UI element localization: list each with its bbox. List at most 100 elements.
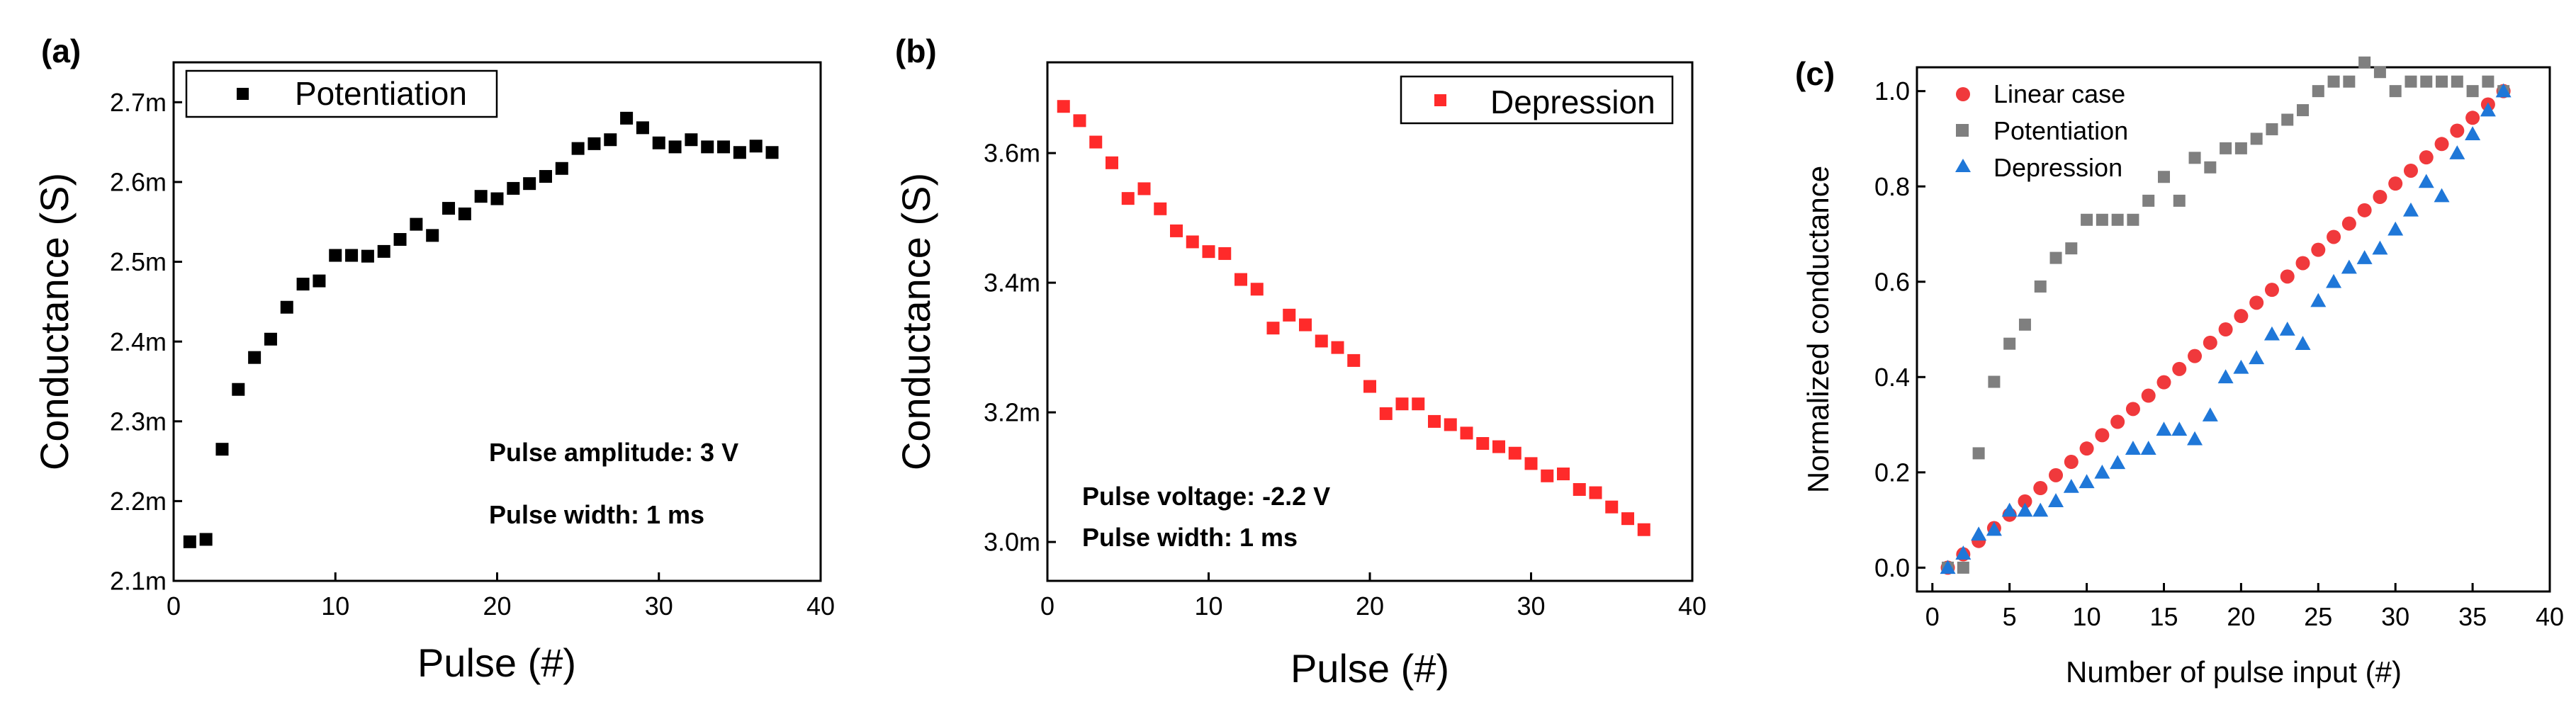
panel-a-point-potentiation [426, 229, 439, 242]
panel-a-point-potentiation [199, 533, 213, 546]
panel-a-label: (a) [41, 33, 81, 69]
panel-c-point-depression [2079, 474, 2095, 489]
panel-c-point-potentiation [2281, 113, 2294, 126]
panel-a-point-potentiation [215, 443, 229, 456]
panel-a-point-potentiation [248, 351, 261, 364]
panel-c-point-linear-case [2249, 295, 2264, 310]
panel-c-point-depression [2434, 188, 2450, 203]
panel-c-point-potentiation [2297, 104, 2310, 117]
panel-c-point-depression [2263, 326, 2280, 341]
panel-c-point-potentiation [1988, 375, 2001, 388]
panel-c-point-potentiation [2405, 75, 2417, 88]
panel-c-point-depression [2356, 250, 2373, 264]
panel-c-point-depression [2094, 464, 2110, 479]
panel-c-point-linear-case [2465, 111, 2480, 125]
panel-b-point-depression [1283, 308, 1296, 322]
panel-a-point-potentiation [490, 192, 504, 205]
panel-a-point-potentiation [280, 300, 293, 314]
panel-c-x-tick-label: 25 [2304, 602, 2332, 631]
panel-c-point-potentiation [2188, 152, 2201, 164]
panel-c-legend-marker-depression [1955, 159, 1971, 172]
panel-b-point-depression [1299, 318, 1312, 332]
panel-a-y-axis-title: Conductance (S) [32, 173, 77, 470]
panel-c-point-depression [2387, 221, 2404, 236]
panel-b-legend-label-depression: Depression [1490, 84, 1655, 120]
panel-c-x-tick-label: 0 [1925, 602, 1940, 631]
panel-b-point-depression [1508, 446, 1522, 460]
panel-c-y-tick-label: 0.8 [1874, 172, 1910, 201]
panel-c-point-linear-case [2419, 150, 2434, 165]
panel-c-point-potentiation [2234, 142, 2247, 154]
panel-a-point-potentiation [523, 177, 536, 191]
panel-b-point-depression [1170, 224, 1183, 237]
panel-c-point-depression [2295, 336, 2311, 350]
panel-c-point-potentiation [2466, 85, 2479, 98]
panel-c-point-potentiation [2127, 213, 2139, 226]
panel-c-point-depression [2372, 240, 2388, 255]
panel-c-point-depression [1986, 521, 2002, 536]
panel-a-point-potentiation [555, 162, 568, 175]
panel-a-point-potentiation [458, 207, 471, 220]
panel-c-x-tick-label: 30 [2381, 602, 2409, 631]
panel-a-point-potentiation [361, 249, 374, 263]
panel-b-point-depression [1573, 482, 1586, 496]
panel-c-legend-marker-linear [1956, 87, 1970, 101]
panel-c-point-potentiation [2204, 161, 2217, 174]
panel-b-point-depression [1637, 523, 1650, 536]
panel-a-y-tick-label: 2.1m [110, 567, 167, 596]
panel-a-point-potentiation [571, 142, 585, 155]
panel-a-point-potentiation [749, 140, 763, 153]
panel-c-point-linear-case [2033, 481, 2048, 496]
panel-c-point-depression [2449, 145, 2465, 159]
panel-c-point-depression [2217, 369, 2234, 384]
panel-c-y-tick-label: 0.2 [1874, 458, 1910, 487]
panel-b-x-tick-label: 40 [1678, 591, 1706, 621]
panel-b: (b) 0 10 20 30 403.0m3.2m3.4m3.6m Pulse (#) … [894, 33, 1706, 691]
panel-c-x-tick-label: 15 [2149, 602, 2178, 631]
panel-a-point-potentiation [652, 136, 665, 149]
panel-c-point-potentiation [2327, 75, 2340, 88]
panel-c-x-tick-label: 35 [2458, 602, 2487, 631]
panel-c-x-tick-label: 10 [2073, 602, 2101, 631]
panel-b-point-depression [1605, 500, 1619, 514]
panel-b-point-depression [1460, 426, 1473, 440]
panel-c-point-linear-case [2095, 428, 2110, 443]
panel-b-point-depression [1234, 273, 1247, 286]
panel-b-point-depression [1331, 341, 1344, 354]
panel-c-point-depression [2233, 359, 2249, 374]
panel-c-point-linear-case [2125, 402, 2140, 417]
panel-c-point-depression [2187, 431, 2203, 446]
panel-c-x-tick-label: 20 [2227, 602, 2255, 631]
panel-a-ticks: 0 10 20 30 40 2.1m 2.2m 2.3m 2.4m 2.5m 2.6m 2.7m [110, 88, 835, 621]
panel-b-legend: Depression [1400, 75, 1674, 125]
panel-c-point-depression [2063, 479, 2079, 493]
panel-c-point-depression [1940, 560, 1956, 574]
panel-a-y-tick-label: 2.4m [110, 327, 167, 356]
panel-c-x-axis-title: Number of pulse input (#) [2066, 655, 2402, 689]
panel-c-point-potentiation [2266, 123, 2278, 135]
panel-c-plot-frame [1916, 66, 2551, 593]
panel-b-point-depression [1073, 114, 1086, 128]
panel-b-x-tick-label: 0 [1040, 591, 1054, 621]
panel-b-point-depression [1476, 437, 1490, 451]
panel-c-y-tick-label: 0.4 [1874, 363, 1910, 392]
panel-c-point-depression [2480, 102, 2496, 117]
panel-a-point-potentiation [539, 170, 552, 183]
panel-c-point-potentiation [2358, 56, 2371, 69]
panel-a-x-tick-label: 20 [483, 591, 511, 621]
panel-b-points [1057, 100, 1650, 536]
panel-c-point-linear-case [2188, 349, 2203, 363]
panel-c-point-depression [2110, 455, 2126, 470]
panel-c-point-depression [1955, 545, 1972, 560]
panel-c-legend: Linear case Potentiation Depression [1955, 79, 2128, 182]
panel-c-point-linear-case [2064, 455, 2079, 470]
panel-a-point-potentiation [313, 274, 326, 288]
panel-a-annotation-amplitude: Pulse amplitude: 3 V [489, 438, 738, 467]
panel-a-point-potentiation [183, 535, 196, 548]
panel-c-point-linear-case [2141, 388, 2156, 403]
panel-c-point-linear-case [2218, 322, 2233, 336]
panel-c-y-axis-title: Normalized conductance [1801, 166, 1835, 493]
panel-a-legend: Potentiation [185, 69, 498, 118]
panel-c-point-linear-case [2357, 203, 2372, 217]
panel-b-point-depression [1541, 469, 1554, 482]
